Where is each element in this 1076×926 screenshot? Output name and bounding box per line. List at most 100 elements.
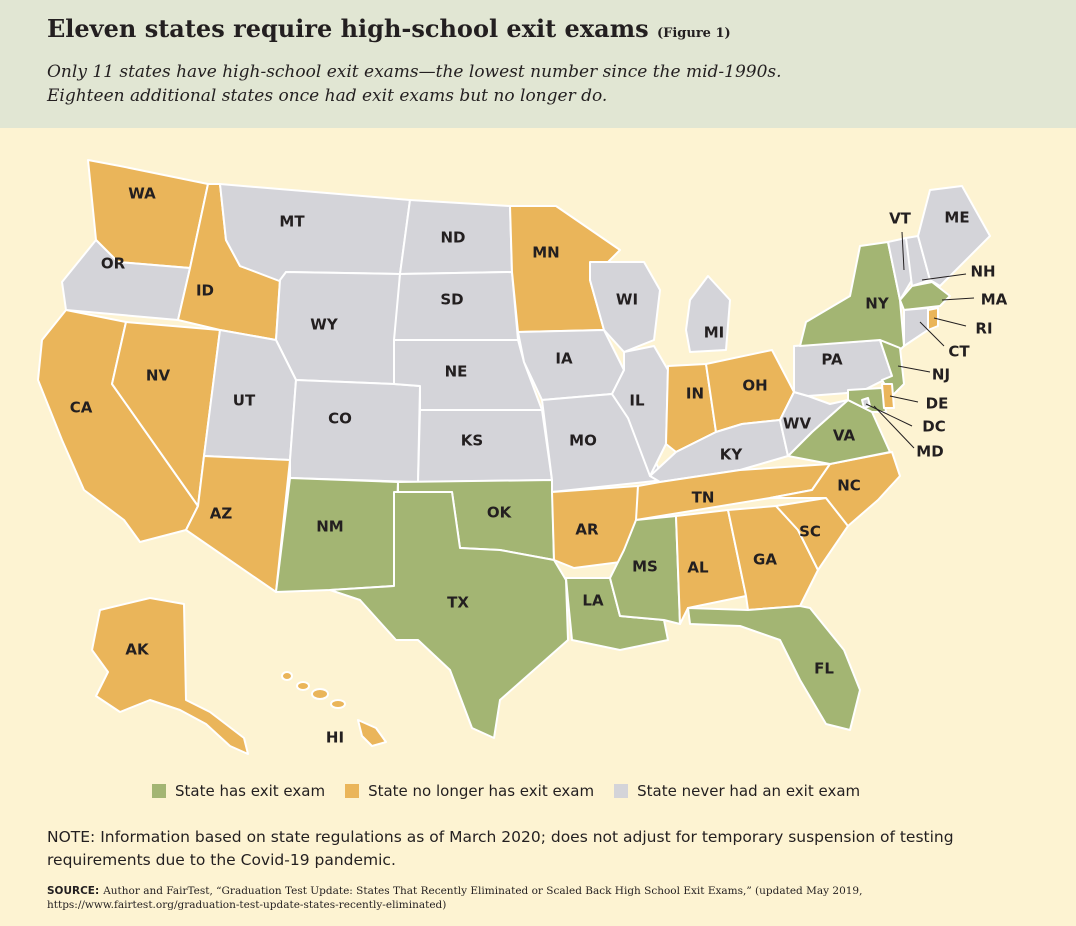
label-nc: NC (837, 477, 861, 495)
label-ak: AK (125, 641, 150, 659)
subtitle-line-1: Only 11 states have high-school exit exa… (47, 62, 782, 82)
label-sd: SD (440, 291, 463, 309)
state-ny (799, 241, 905, 357)
label-me: ME (944, 209, 969, 227)
label-dc: DC (922, 418, 945, 436)
label-az: AZ (210, 505, 233, 523)
legend-item-no-longer: State no longer has exit exam (345, 782, 594, 800)
legend-label-exit-exam: State has exit exam (175, 782, 326, 800)
label-ri: RI (975, 320, 992, 338)
label-in: IN (686, 385, 704, 403)
leader-line-vt (901, 231, 905, 271)
label-ca: CA (70, 399, 93, 417)
legend: State has exit exam State no longer has … (152, 781, 880, 801)
state-sc (775, 497, 849, 571)
source-text: Author and FairTest, “Graduation Test Up… (47, 885, 863, 911)
label-oh: OH (742, 377, 767, 395)
state-wy (275, 271, 401, 385)
label-nm: NM (316, 518, 343, 536)
label-mn: MN (532, 244, 559, 262)
label-sc: SC (799, 523, 821, 541)
title-text: Eleven states require high-school exit e… (47, 14, 649, 43)
state-me (917, 185, 991, 287)
state-mt (219, 183, 411, 283)
state-de (881, 383, 895, 409)
label-la: LA (582, 592, 604, 610)
state-ri (927, 307, 939, 331)
label-ga: GA (753, 551, 777, 569)
note-text: NOTE: Information based on state regulat… (47, 828, 954, 869)
label-tx: TX (447, 594, 469, 612)
label-wa: WA (128, 185, 156, 203)
label-nv: NV (146, 367, 171, 385)
label-ma: MA (981, 291, 1008, 309)
legend-item-never: State never had an exit exam (614, 782, 860, 800)
label-nh: NH (970, 263, 995, 281)
label-ut: UT (233, 392, 256, 410)
label-ar: AR (575, 521, 599, 539)
state-nc (769, 451, 901, 527)
source-citation: SOURCE: Author and FairTest, “Graduation … (47, 884, 1047, 912)
source-label: SOURCE: (47, 885, 100, 897)
label-tn: TN (692, 489, 715, 507)
header: Eleven states require high-school exit e… (0, 0, 1076, 128)
legend-label-no-longer: State no longer has exit exam (368, 782, 595, 800)
subtitle-line-2: Eighteen additional states once had exit… (47, 86, 608, 106)
leader-line-nj (897, 365, 931, 373)
label-wi: WI (616, 291, 638, 309)
legend-item-exit-exam: State has exit exam (152, 782, 325, 800)
leader-line-dc (865, 403, 913, 427)
leader-line-nh (921, 273, 967, 281)
label-de: DE (926, 395, 949, 413)
legend-swatch-never (614, 784, 629, 798)
state-wi (589, 261, 661, 353)
figure-subtitle: Only 11 states have high-school exit exa… (47, 60, 1047, 108)
label-hi: HI (326, 729, 344, 747)
label-pa: PA (821, 351, 843, 369)
state-dc (861, 397, 871, 409)
leader-line-md (873, 405, 915, 449)
state-ar (551, 485, 639, 569)
us-map: WA OR CA ID NV MT WY UT CO AZ NM ND SD N… (37, 159, 1008, 755)
label-ks: KS (461, 432, 483, 450)
label-mi: MI (704, 324, 725, 342)
state-co (289, 379, 421, 483)
label-co: CO (328, 410, 352, 428)
label-wy: WY (310, 316, 339, 334)
label-ms: MS (632, 558, 658, 576)
label-id: ID (196, 282, 214, 300)
label-nj: NJ (932, 366, 950, 384)
label-il: IL (629, 392, 645, 410)
label-ok: OK (487, 504, 513, 522)
label-fl: FL (814, 660, 834, 678)
state-hi (281, 671, 387, 747)
state-ks (417, 409, 553, 483)
leader-line-ma (941, 297, 975, 301)
figure-label: (Figure 1) (656, 26, 731, 41)
leader-line-ri (933, 317, 967, 327)
label-ct: CT (948, 343, 970, 361)
label-ny: NY (865, 295, 890, 313)
label-vt: VT (889, 210, 912, 228)
label-ne: NE (445, 363, 468, 381)
state-mi (685, 275, 731, 353)
label-ia: IA (555, 350, 573, 368)
leader-line-ct (919, 321, 945, 347)
legend-label-never: State never had an exit exam (637, 782, 861, 800)
label-wv: WV (783, 415, 812, 433)
label-ky: KY (720, 446, 744, 464)
label-md: MD (916, 443, 943, 461)
state-az (185, 455, 291, 593)
legend-swatch-exit-exam (152, 784, 166, 798)
legend-swatch-no-longer (345, 784, 360, 798)
label-mt: MT (279, 213, 305, 231)
label-va: VA (833, 427, 856, 445)
leader-line-de (889, 395, 919, 403)
label-al: AL (687, 559, 709, 577)
label-mo: MO (569, 432, 597, 450)
label-or: OR (101, 255, 126, 273)
state-ak (91, 597, 249, 755)
state-al (675, 509, 747, 625)
state-fl (687, 605, 861, 731)
state-tx (329, 491, 569, 739)
